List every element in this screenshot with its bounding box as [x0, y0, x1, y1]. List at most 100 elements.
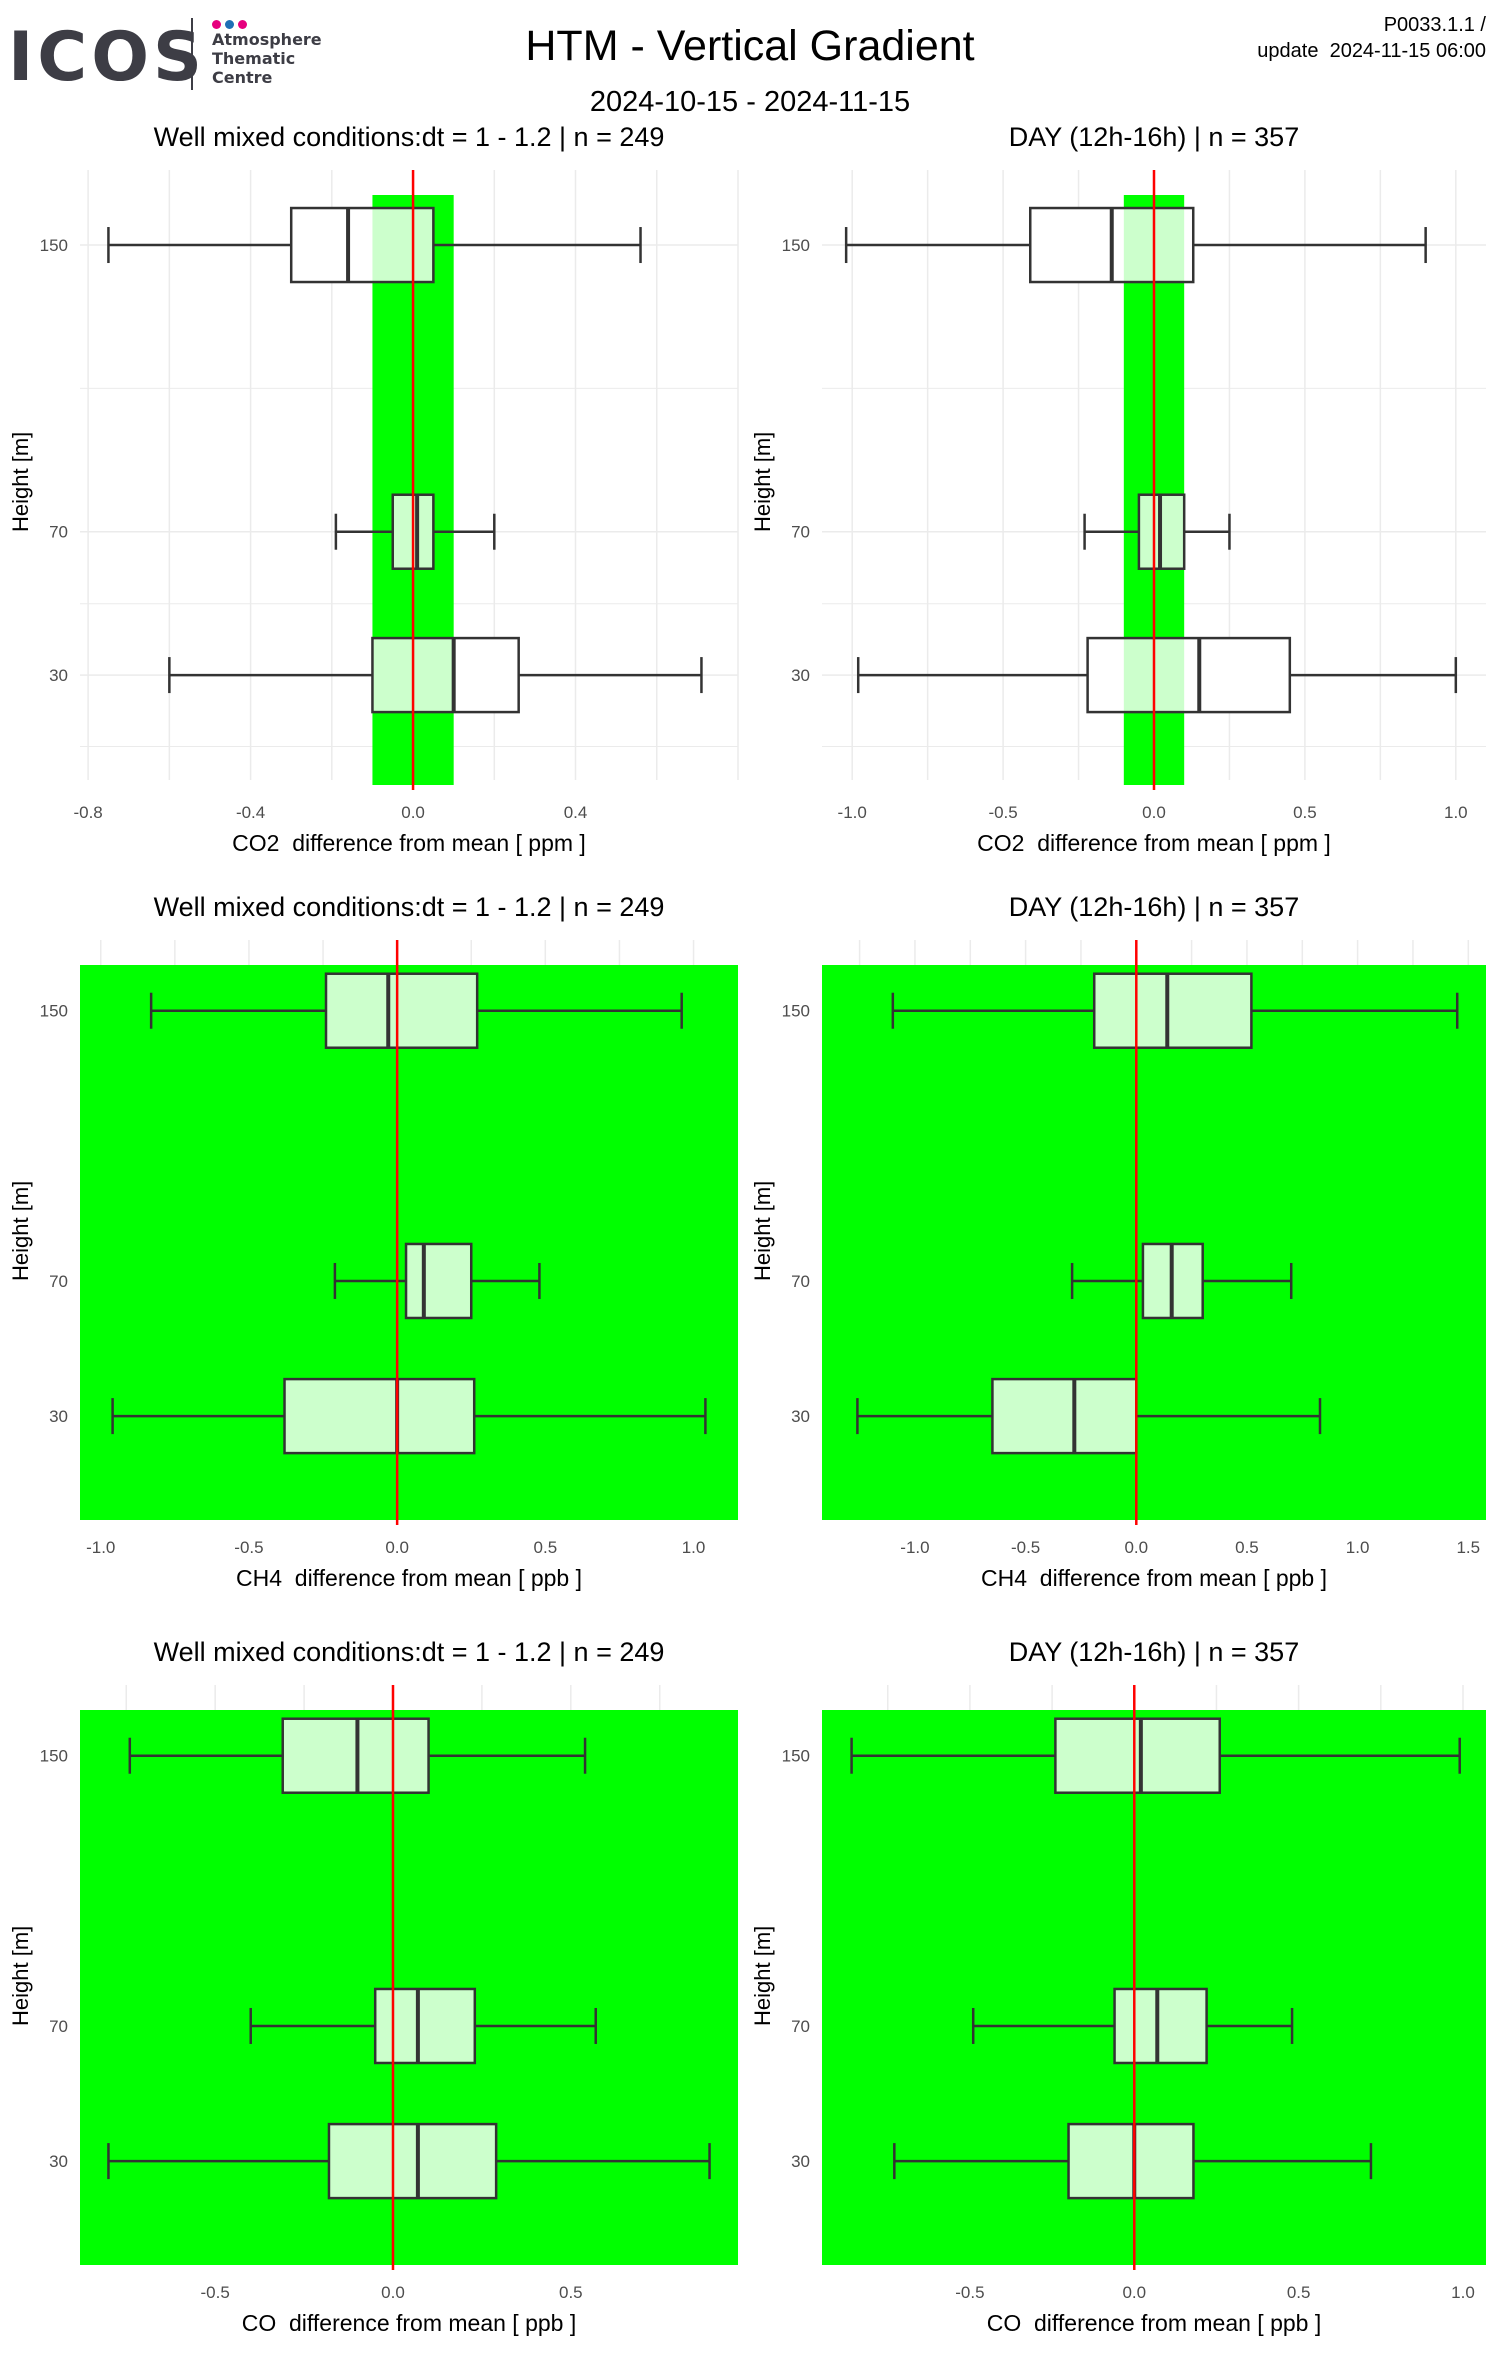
y-tick-label: 70: [49, 523, 68, 542]
boxplot-30m: [893, 2122, 1373, 2200]
boxplot-150m: [844, 206, 1427, 284]
y-tick-label: 70: [49, 2017, 68, 2036]
y-tick-label: 150: [40, 236, 68, 255]
product-id: P0033.1.1 /: [1383, 14, 1486, 36]
x-tick-label: 0.0: [1124, 1538, 1148, 1557]
x-tick-label: 0.4: [564, 803, 588, 822]
date-range: 2024-10-15 - 2024-11-15: [589, 86, 911, 118]
y-tick-label: 150: [40, 1002, 68, 1021]
boxplot-150m: [149, 972, 683, 1049]
boxplot-150m: [891, 972, 1459, 1049]
x-axis-label: CH4 difference from mean [ ppb ]: [980, 1565, 1328, 1591]
chart-panel-2: 150 70 30 -1.0 -0.5 0.0 0.5 1.0: [782, 170, 1486, 822]
x-tick-label: 0.0: [1122, 2283, 1146, 2302]
box-body: [1087, 638, 1290, 713]
x-tick-label: -0.8: [73, 803, 102, 822]
x-tick-label: 0.5: [559, 2283, 583, 2302]
box-body-in-band: [406, 1243, 472, 1318]
logo-dot: [212, 20, 221, 29]
x-axis-label: CO2 difference from mean [ ppm ]: [232, 830, 586, 856]
logo-dot: [238, 20, 247, 29]
y-axis-label: Height [m]: [8, 431, 33, 532]
x-tick-label: 1.0: [1346, 1538, 1370, 1557]
x-axis-label: CO difference from mean [ ppb ]: [241, 2310, 577, 2336]
x-tick-label: 1.0: [1444, 803, 1468, 822]
box-body-in-band: [284, 1379, 475, 1454]
y-tick-label: 30: [791, 666, 810, 685]
x-tick-label: 0.5: [1235, 1538, 1259, 1557]
logo-wordmark: ICOS: [8, 18, 206, 97]
y-tick-label: 70: [791, 2017, 810, 2036]
box-outline: [1054, 1717, 1221, 1794]
box-outline: [1092, 972, 1253, 1049]
x-tick-label: 0.5: [1293, 803, 1317, 822]
x-tick-label: -0.5: [201, 2283, 230, 2302]
y-axis-label: Height [m]: [750, 1925, 775, 2026]
header-meta: P0033.1.1 / update 2024-11-15 06:00: [1257, 12, 1486, 64]
chart-panel-6: 150 70 30 -0.5 0.0 0.5 1.0: [782, 1685, 1486, 2302]
x-tick-label: -1.0: [900, 1538, 929, 1557]
panel-title: Well mixed conditions:dt = 1 - 1.2 | n =…: [153, 892, 665, 922]
boxplot-150m: [107, 206, 642, 284]
y-tick-label: 30: [791, 1407, 810, 1426]
y-axis-label: Height [m]: [750, 1180, 775, 1281]
icos-logo: ICOS Atmosphere Thematic Centre: [8, 8, 338, 98]
panel-title: DAY (12h-16h) | n = 357: [1008, 1637, 1300, 1667]
x-tick-label: 0.0: [1142, 803, 1166, 822]
box-outline: [404, 1242, 473, 1320]
chart-panel-3: 150 70 30 -1.0 -0.5 0.0 0.5 1.0: [40, 940, 738, 1557]
box-outline: [1086, 636, 1292, 714]
y-tick-label: 30: [791, 2152, 810, 2171]
boxplot-30m: [168, 636, 703, 714]
box-body-in-band: [375, 1988, 475, 2063]
boxplot-30m: [856, 636, 1458, 714]
y-tick-label: 70: [49, 1272, 68, 1291]
y-tick-label: 150: [782, 1002, 810, 1021]
x-tick-label: 0.0: [381, 2283, 405, 2302]
y-axis-label: Height [m]: [750, 431, 775, 532]
box-outline: [373, 1987, 477, 2065]
x-tick-label: 0.0: [401, 803, 425, 822]
x-tick-label: -1.0: [86, 1538, 115, 1557]
x-tick-label: 0.5: [1287, 2283, 1311, 2302]
y-tick-label: 150: [782, 1747, 810, 1766]
box-body-in-band: [372, 208, 434, 283]
logo-line-1: Atmosphere: [212, 30, 322, 49]
logo-line-3: Centre: [212, 68, 273, 87]
x-tick-label: -0.5: [955, 2283, 984, 2302]
panel-title: DAY (12h-16h) | n = 357: [1008, 892, 1300, 922]
boxplot-70m: [333, 1242, 541, 1320]
update-timestamp: update 2024-11-15 06:00: [1257, 40, 1486, 62]
boxplot-30m: [107, 2122, 711, 2200]
panel-title: Well mixed conditions:dt = 1 - 1.2 | n =…: [153, 1637, 665, 1667]
y-axis-label: Height [m]: [8, 1180, 33, 1281]
box-outline: [327, 2122, 498, 2200]
box-body-in-band: [1094, 973, 1252, 1048]
page-title: HTM - Vertical Gradient: [525, 22, 975, 70]
box-body-in-band: [1114, 1988, 1207, 2063]
box-outline: [1067, 2122, 1195, 2200]
logo-line-2: Thematic: [212, 49, 296, 68]
box-body-in-band: [992, 1379, 1137, 1454]
x-tick-label: 1.0: [1451, 2283, 1475, 2302]
boxplot-30m: [856, 1377, 1322, 1455]
box-outline: [283, 1377, 476, 1455]
chart-panel-1: 150 70 30 -0.8 -0.4 0.0 0.4: [40, 170, 739, 822]
x-axis-label: CO difference from mean [ ppb ]: [986, 2310, 1322, 2336]
box-outline: [1113, 1987, 1208, 2065]
panel-title: DAY (12h-16h) | n = 357: [1008, 122, 1300, 152]
acceptance-band: [822, 965, 1486, 1520]
boxplot-70m: [1083, 493, 1231, 570]
chart-panel-4: 150 70 30 -1.0 -0.5 0.0 0.5 1.0 1.5: [782, 940, 1486, 1557]
x-tick-label: 0.0: [385, 1538, 409, 1557]
y-tick-label: 30: [49, 1407, 68, 1426]
y-tick-label: 150: [782, 236, 810, 255]
box-outline: [371, 636, 520, 714]
x-tick-label: -0.5: [988, 803, 1017, 822]
y-tick-label: 150: [40, 1747, 68, 1766]
y-tick-label: 70: [791, 1272, 810, 1291]
x-tick-label: -0.4: [236, 803, 265, 822]
logo-divider: [191, 18, 193, 90]
boxplot-150m: [128, 1717, 587, 1794]
